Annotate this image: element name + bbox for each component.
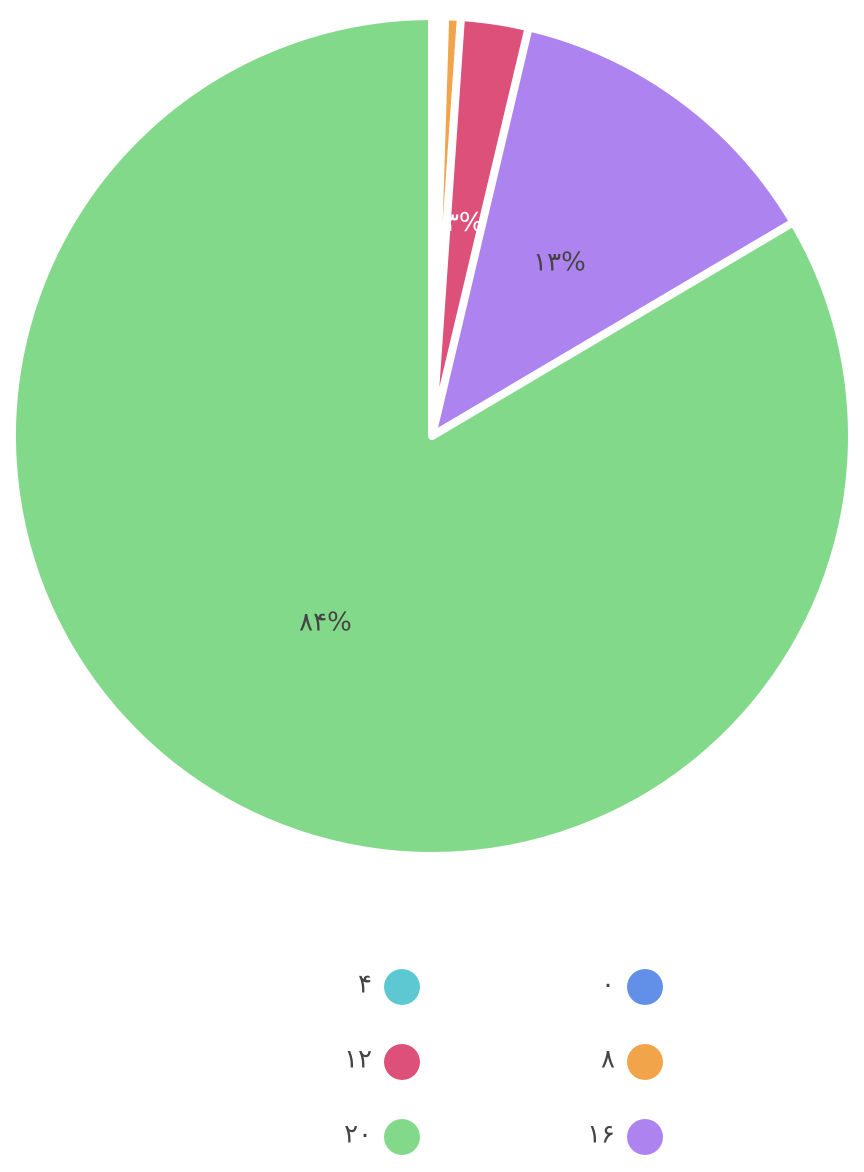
- legend-marker: [627, 969, 663, 1005]
- pie-slice: [428, 23, 798, 440]
- slice-label: ۸۴%: [299, 607, 352, 637]
- legend-label: ۱۲: [344, 1045, 372, 1075]
- pie-slice: [8, 12, 856, 860]
- legend-label: ۲۰: [344, 1120, 372, 1150]
- legend-marker: [627, 1044, 663, 1080]
- legend-label: ۴: [358, 970, 372, 1000]
- legend-marker: [627, 1119, 663, 1155]
- legend-label: ۰: [601, 970, 615, 1000]
- legend-label: ۸: [601, 1045, 615, 1075]
- legend-marker: [384, 1044, 420, 1080]
- slice-label: ۱۳%: [533, 247, 586, 277]
- legend-marker: [384, 1119, 420, 1155]
- legend-marker: [384, 969, 420, 1005]
- legend-label: ۱۶: [587, 1120, 615, 1150]
